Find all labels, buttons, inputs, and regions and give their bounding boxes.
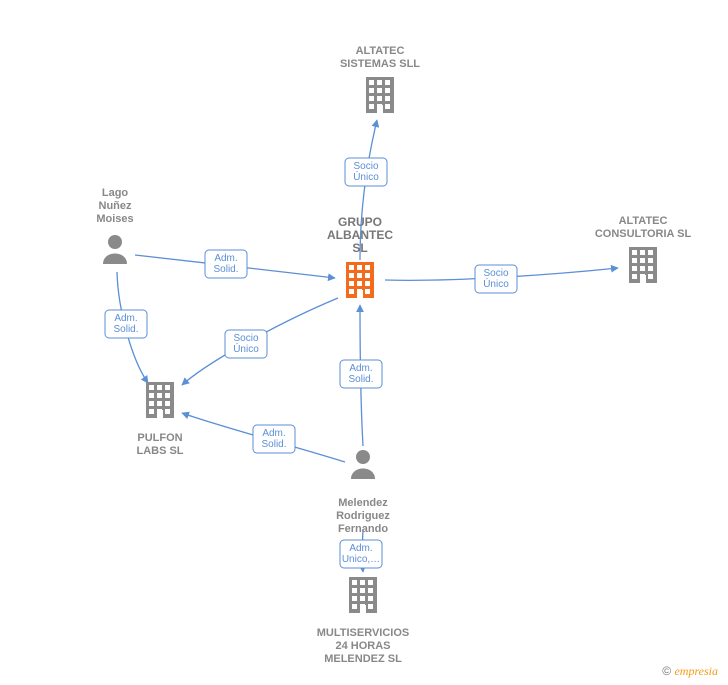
edge-label-text: Adm. [349, 543, 372, 554]
node-label: GRUPO [338, 215, 382, 229]
node-altatec_sistemas[interactable]: ALTATECSISTEMAS SLL [340, 45, 420, 113]
credit-label: © empresia [662, 664, 718, 679]
node-label: SL [352, 241, 367, 255]
edge-label-text: Socio [353, 161, 378, 172]
node-label: Moises [96, 213, 133, 225]
edge-label-text: Solid. [113, 324, 138, 335]
node-label: ALBANTEC [327, 228, 393, 242]
node-label: PULFON [137, 432, 182, 444]
node-altatec_consultoria[interactable]: ALTATECCONSULTORIA SL [595, 215, 692, 283]
edge-label-text: Adm. [262, 428, 285, 439]
copyright-symbol: © [662, 664, 671, 678]
node-label: Rodriguez [336, 510, 390, 522]
node-label: Fernando [338, 523, 388, 535]
node-pulfon[interactable]: PULFONLABS SL [136, 382, 183, 457]
edge-label-text: Único [483, 277, 509, 290]
edge-label-text: Solid. [213, 264, 238, 275]
node-label: LABS SL [136, 445, 183, 457]
node-label: MELENDEZ SL [324, 653, 402, 665]
edge-label-text: Adm. [114, 313, 137, 324]
edge-label-text: Único [233, 342, 259, 355]
edge-label-text: Solid. [348, 374, 373, 385]
node-label: MULTISERVICIOS [317, 627, 410, 639]
node-label: CONSULTORIA SL [595, 228, 692, 240]
node-multiservicios[interactable]: MULTISERVICIOS24 HORASMELENDEZ SL [317, 577, 410, 665]
node-melendez[interactable]: MelendezRodriguezFernando [336, 450, 390, 535]
node-label: Nuñez [99, 200, 133, 212]
node-label: SISTEMAS SLL [340, 58, 420, 70]
node-label: 24 HORAS [335, 640, 390, 652]
node-label: Lago [102, 187, 129, 199]
network-diagram: SocioÚnicoSocioÚnicoSocioÚnicoAdm.Solid.… [0, 0, 728, 685]
edge-label-text: Socio [483, 268, 508, 279]
node-label: ALTATEC [619, 215, 668, 227]
edge-label-text: Unico,… [342, 554, 380, 565]
node-label: ALTATEC [356, 45, 405, 57]
edge-label-text: Único [353, 170, 379, 183]
edge-label-text: Adm. [214, 253, 237, 264]
brand-name: empresia [674, 664, 718, 678]
edge-label-text: Adm. [349, 363, 372, 374]
node-lago[interactable]: LagoNuñezMoises [96, 187, 133, 264]
node-label: Melendez [338, 497, 388, 509]
edge-label-text: Solid. [261, 439, 286, 450]
edge-label-text: Socio [233, 333, 258, 344]
